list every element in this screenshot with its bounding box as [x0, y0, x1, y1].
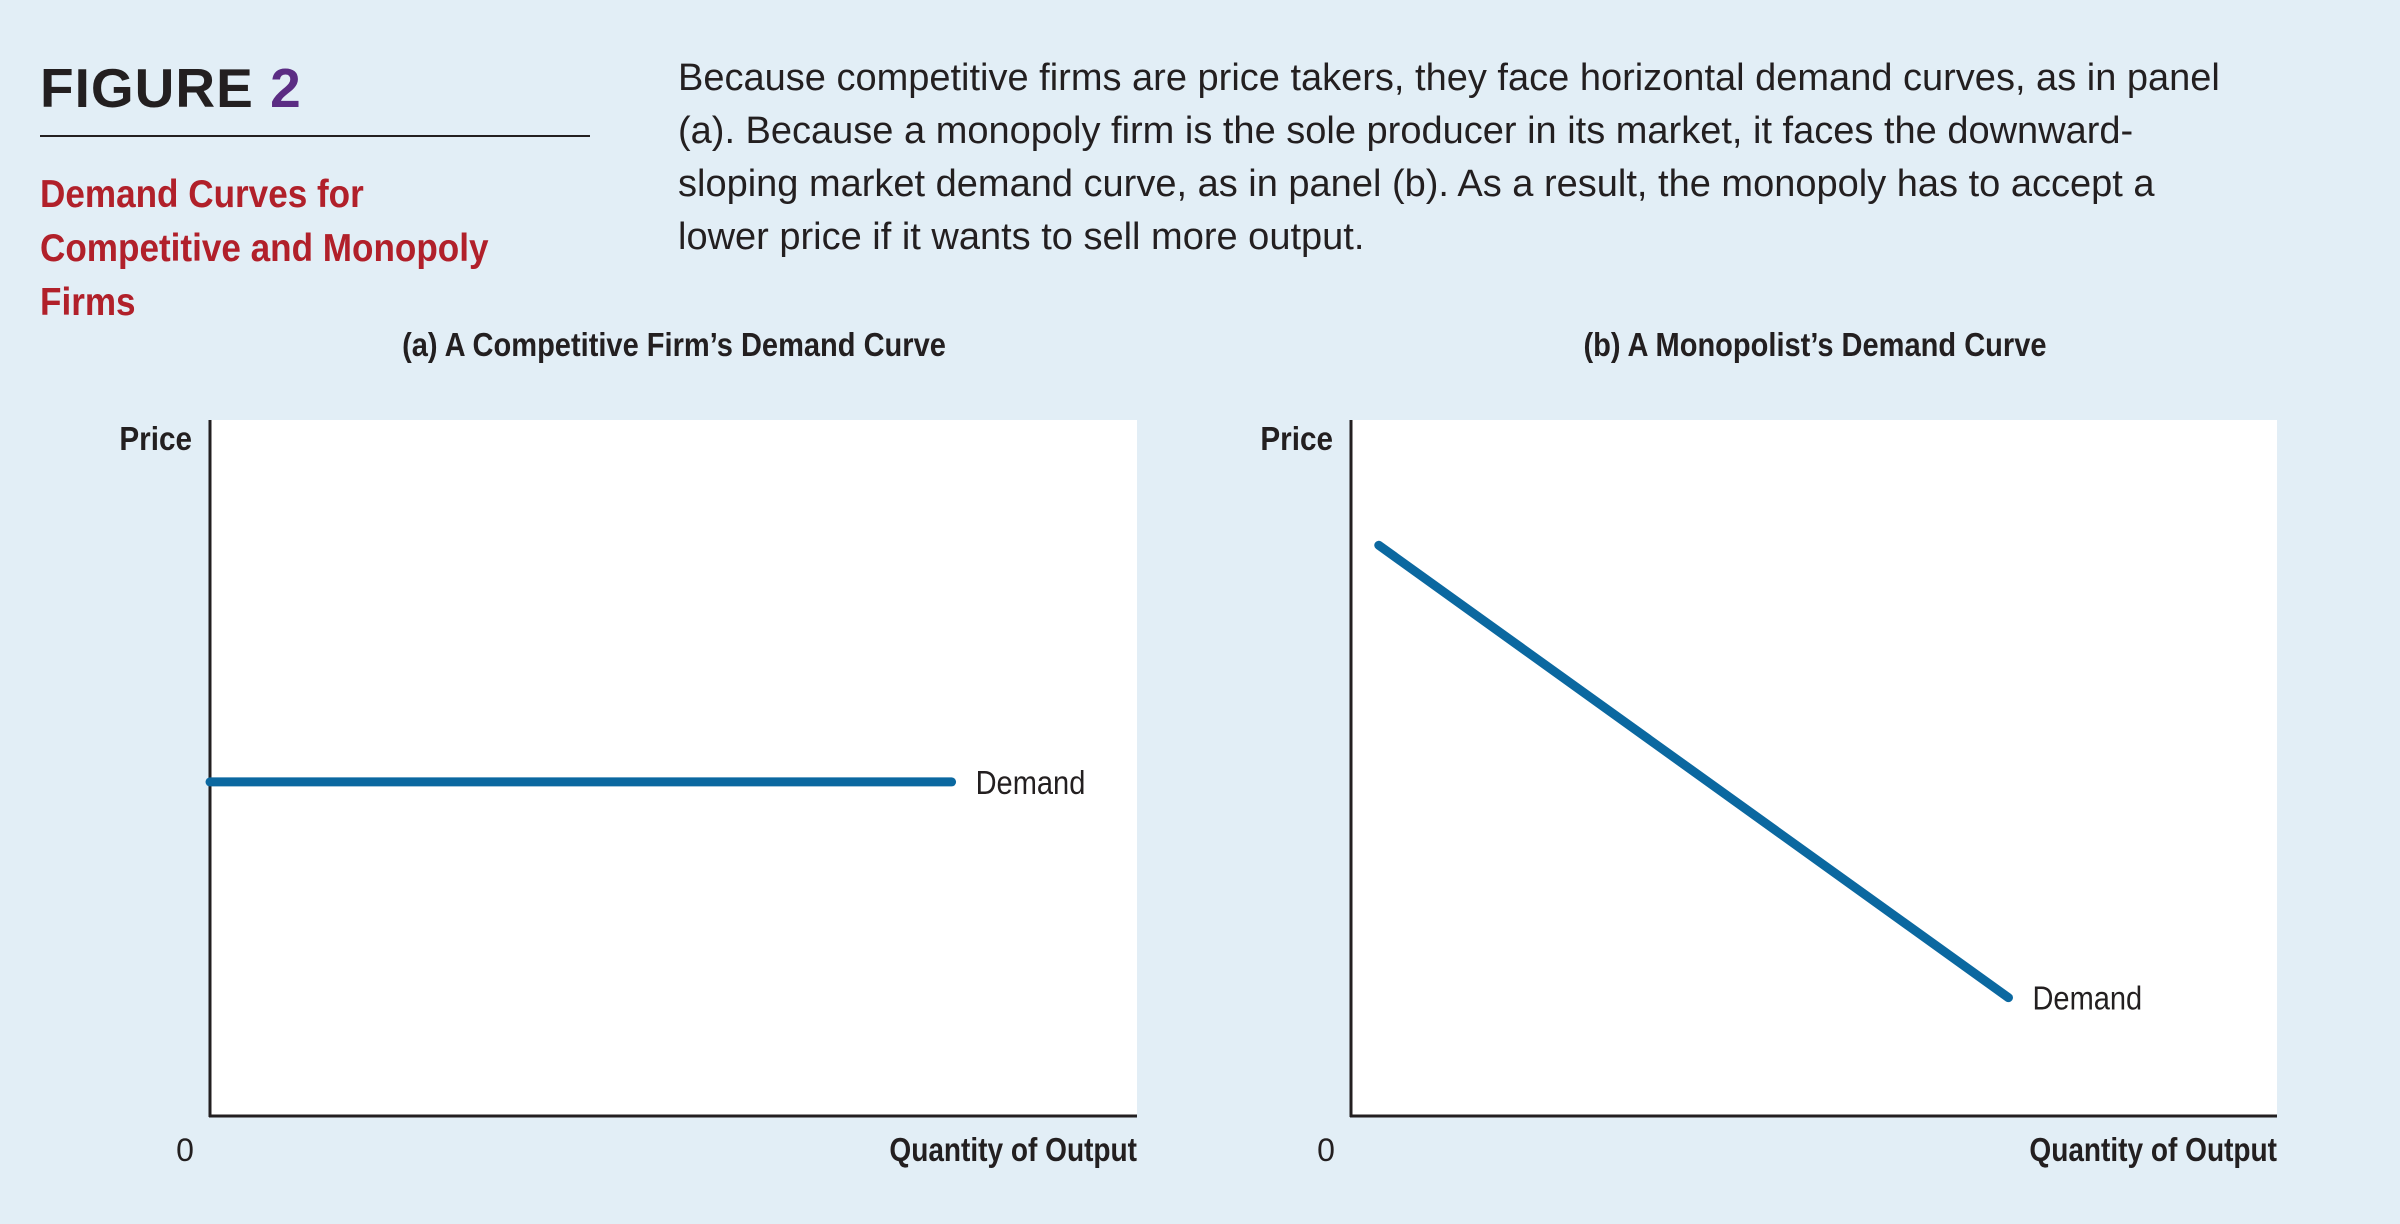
figure-word: FIGURE — [40, 57, 254, 119]
panel-b-demand-label: Demand — [2032, 980, 2142, 1017]
panel-b-x-axis-label: Quantity of Output — [2029, 1132, 2277, 1169]
panel-a-plot-area — [210, 420, 1137, 1116]
panel-b-plot-area — [1351, 420, 2277, 1116]
panel-b-y-axis-label: Price — [1260, 421, 1333, 458]
panel-a-title: (a) A Competitive Firm’s Demand Curve — [402, 326, 946, 363]
figure-number: 2 — [270, 57, 302, 119]
figure-title: Demand Curves for Competitive and Monopo… — [40, 173, 489, 324]
figure-caption: Because competitive firms are price take… — [678, 57, 2220, 258]
panel-a-origin-label: 0 — [176, 1132, 194, 1168]
panel-a-demand-label: Demand — [976, 764, 1086, 801]
figure-number-heading: FIGURE 2 — [40, 56, 302, 120]
panel-b-origin-label: 0 — [1317, 1132, 1335, 1168]
panel-a-x-axis-label: Quantity of Output — [889, 1132, 1137, 1169]
panel-a-y-axis-label: Price — [119, 421, 192, 458]
panel-b-title: (b) A Monopolist’s Demand Curve — [1583, 326, 2047, 363]
panel-b-demand-curve — [1374, 540, 2013, 1003]
heading-divider — [40, 135, 590, 137]
